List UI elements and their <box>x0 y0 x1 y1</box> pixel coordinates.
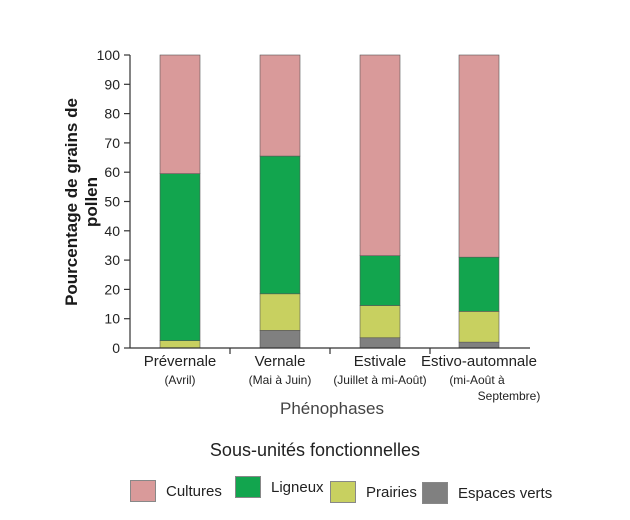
y-tick-label: 10 <box>104 311 120 327</box>
bar-segment <box>259 155 301 295</box>
x-category-label: Estivale <box>354 353 407 370</box>
x-axis-title: Phénophases <box>280 399 384 418</box>
bar-segment <box>359 255 401 306</box>
x-category-sublabel: (Juillet à mi-Août) <box>333 373 426 387</box>
legend-label: Espaces verts <box>458 484 553 502</box>
x-category-sublabel: (mi-Août à <box>449 373 505 387</box>
bar-segment <box>259 54 301 157</box>
bar-segment <box>159 173 201 341</box>
y-tick-label: 0 <box>112 340 120 356</box>
bar-segment <box>458 256 500 312</box>
stacked-bar-chart: 0 10 20 30 40 50 60 70 80 90 100 Prévernale (Avril) V… <box>62 47 541 418</box>
y-tick-label: 60 <box>104 164 120 180</box>
legend-label: Cultures <box>166 482 222 500</box>
bar-segment <box>359 337 401 349</box>
x-category-sublabel: Septembre) <box>478 389 541 403</box>
bar-segment <box>259 330 301 349</box>
legend-swatch <box>330 481 356 503</box>
y-tick-label: 100 <box>97 47 121 63</box>
bar-segment <box>458 54 500 258</box>
x-category-sublabel: (Mai à Juin) <box>249 373 312 387</box>
y-tick-label: 90 <box>104 76 120 92</box>
bar-segment <box>359 305 401 339</box>
legend-label: Prairies <box>366 483 417 501</box>
y-tick-label: 80 <box>104 106 120 122</box>
bar-segment <box>458 341 500 349</box>
legend-title: Sous-unités fonctionnelles <box>209 440 421 460</box>
bar-segment <box>259 293 301 331</box>
x-category-label: Prévernale <box>144 353 217 370</box>
y-tick-label: 40 <box>104 223 120 239</box>
legend-swatch <box>235 476 261 498</box>
y-axis-title-text: Pourcentage de grains depollen <box>62 98 101 306</box>
x-category-sublabel: (Avril) <box>164 373 195 387</box>
x-category-label: Estivo-automnale <box>421 353 537 370</box>
y-axis-title: Pourcentage de grains depollen <box>62 98 101 306</box>
bar-segment <box>159 54 201 174</box>
legend: Cultures Ligneux Prairies Espaces verts <box>0 476 630 506</box>
legend-item: Ligneux <box>235 476 324 498</box>
y-tick-label: 30 <box>104 252 120 268</box>
legend-item: Espaces verts <box>422 482 552 504</box>
bar-segment <box>359 54 401 257</box>
x-category-label: Vernale <box>255 353 306 370</box>
y-tick-label: 50 <box>104 194 120 210</box>
bar-segment <box>159 340 201 349</box>
bar-segment <box>458 311 500 343</box>
legend-label: Ligneux <box>271 478 324 496</box>
legend-swatch <box>422 482 448 504</box>
legend-item: Prairies <box>330 481 417 503</box>
y-tick-label: 70 <box>104 135 120 151</box>
y-tick-label: 20 <box>104 281 120 297</box>
legend-swatch <box>130 480 156 502</box>
legend-item: Cultures <box>130 480 222 502</box>
